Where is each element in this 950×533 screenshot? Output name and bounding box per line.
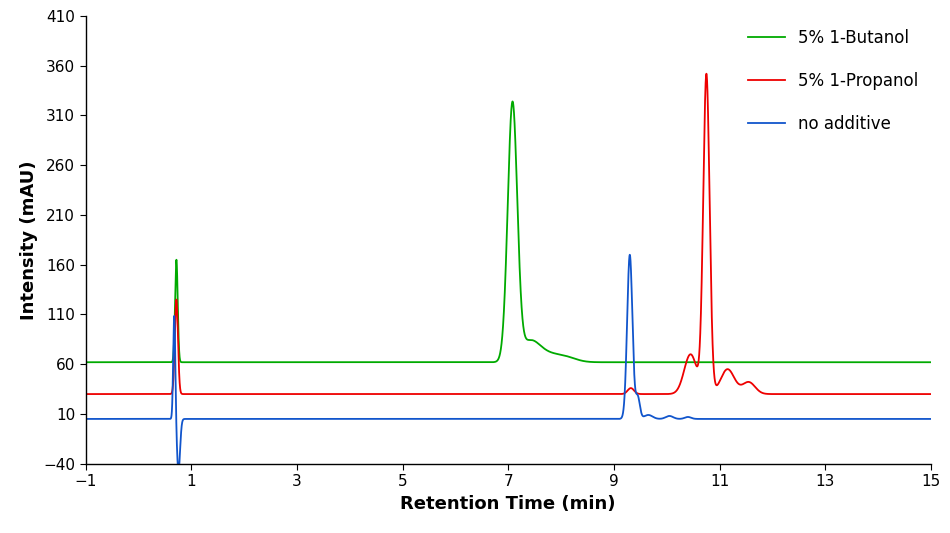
- 5% 1-Propanol: [701, 70, 712, 77]
- 5% 1-Butanol: [507, 98, 519, 104]
- no additive: [80, 416, 91, 422]
- Line: 5% 1-Butanol: 5% 1-Butanol: [86, 101, 931, 362]
- 5% 1-Propanol: [138, 391, 149, 397]
- Legend: 5% 1-Butanol, 5% 1-Propanol, no additive: 5% 1-Butanol, 5% 1-Propanol, no additive: [749, 29, 919, 133]
- no additive: [624, 252, 636, 258]
- 5% 1-Propanol: [708, 351, 719, 358]
- 5% 1-Propanol: [589, 391, 600, 397]
- no additive: [138, 416, 149, 422]
- no additive: [173, 467, 184, 474]
- no additive: [925, 416, 937, 422]
- Y-axis label: Intensity (mAU): Intensity (mAU): [20, 160, 38, 320]
- 5% 1-Propanol: [80, 391, 91, 397]
- 5% 1-Propanol: [539, 391, 550, 397]
- no additive: [708, 416, 719, 422]
- 5% 1-Propanol: [283, 391, 294, 397]
- no additive: [539, 416, 550, 422]
- 5% 1-Butanol: [80, 359, 91, 366]
- no additive: [283, 416, 294, 422]
- 5% 1-Propanol: [404, 391, 415, 397]
- no additive: [589, 416, 600, 422]
- 5% 1-Propanol: [925, 391, 937, 397]
- no additive: [404, 416, 415, 422]
- 5% 1-Butanol: [589, 359, 600, 365]
- 5% 1-Butanol: [404, 359, 415, 366]
- 5% 1-Butanol: [708, 359, 719, 366]
- Line: no additive: no additive: [86, 255, 931, 471]
- 5% 1-Butanol: [925, 359, 937, 366]
- 5% 1-Butanol: [539, 345, 550, 352]
- Line: 5% 1-Propanol: 5% 1-Propanol: [86, 74, 931, 394]
- 5% 1-Butanol: [138, 359, 149, 366]
- X-axis label: Retention Time (min): Retention Time (min): [401, 495, 616, 513]
- 5% 1-Butanol: [283, 359, 294, 366]
